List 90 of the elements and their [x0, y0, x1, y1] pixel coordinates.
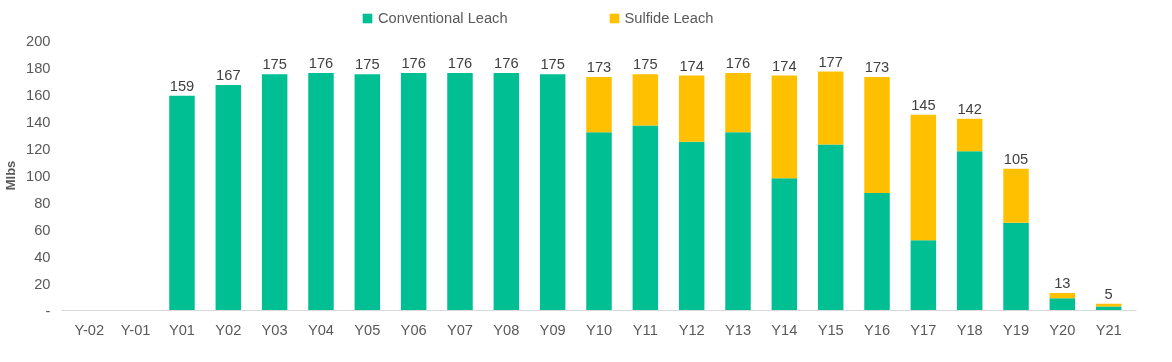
- y-tick-label: 40: [34, 248, 51, 265]
- bar: [1003, 222, 1029, 311]
- total-label: 142: [957, 100, 982, 117]
- bar: [725, 132, 751, 311]
- x-tick-label: Y05: [354, 321, 381, 338]
- x-tick-label: Y21: [1095, 321, 1122, 338]
- bar: [956, 118, 983, 152]
- bar: [586, 76, 612, 133]
- total-label: 176: [447, 54, 473, 71]
- x-tick-label: Y04: [307, 321, 335, 338]
- x-tick-label: Y15: [817, 321, 844, 338]
- x-tick-label: Y-01: [120, 321, 151, 338]
- y-tick-label: 160: [26, 86, 51, 103]
- x-tick-label: Y01: [168, 321, 196, 338]
- y-tick-label: 180: [26, 59, 51, 76]
- bar: [864, 193, 890, 311]
- bar: [632, 125, 659, 311]
- x-tick-label: Y20: [1049, 321, 1076, 338]
- legend-label: Conventional Leach: [378, 10, 508, 26]
- x-tick-label: Y13: [724, 321, 752, 338]
- total-label: 176: [494, 54, 519, 71]
- y-tick-label: -: [45, 302, 51, 319]
- bar: [956, 151, 983, 311]
- y-axis-title: Mlbs: [3, 160, 19, 191]
- bar: [725, 72, 751, 133]
- x-tick-label: Y18: [956, 321, 983, 338]
- x-tick-label: Y10: [585, 321, 613, 338]
- bar: [308, 72, 334, 311]
- bar: [493, 72, 520, 311]
- bar: [864, 76, 890, 194]
- x-tick-label: Y14: [771, 321, 798, 338]
- x-tick-label: Y16: [863, 321, 891, 338]
- bar: [1049, 298, 1076, 311]
- y-tick-label: 200: [26, 32, 51, 49]
- x-tick-label: Y12: [678, 321, 705, 338]
- y-tick-label: 140: [26, 113, 51, 130]
- total-label: 176: [401, 54, 426, 71]
- total-label: 13: [1054, 274, 1071, 291]
- y-tick-label: 100: [26, 167, 51, 184]
- bar: [354, 74, 381, 311]
- total-label: 174: [772, 57, 797, 74]
- bar: [678, 141, 705, 311]
- total-label: 175: [262, 56, 287, 73]
- legend-label: Sulfide Leach: [624, 10, 714, 26]
- total-label: 175: [633, 56, 658, 73]
- bar: [261, 74, 288, 311]
- bar: [1095, 306, 1122, 311]
- bar: [632, 74, 659, 126]
- total-label: 175: [355, 56, 380, 73]
- bar: [910, 240, 937, 311]
- x-tick-label: Y03: [261, 321, 288, 338]
- bar: [1049, 292, 1076, 299]
- bar: [1003, 168, 1029, 223]
- bar: [586, 132, 612, 311]
- bar: [678, 75, 705, 142]
- bar: [215, 85, 242, 311]
- x-tick-label: Y11: [632, 321, 658, 338]
- total-label: 105: [1003, 150, 1029, 167]
- total-label: 173: [586, 58, 612, 75]
- y-tick-label: 60: [34, 221, 51, 238]
- x-tick-label: Y08: [493, 321, 520, 338]
- bar: [771, 178, 798, 311]
- total-label: 167: [216, 67, 241, 84]
- x-tick-label: Y02: [215, 321, 242, 338]
- bar: [539, 74, 566, 311]
- total-label: 177: [818, 53, 843, 70]
- x-tick-label: Y09: [539, 321, 566, 338]
- y-tick-label: 120: [26, 140, 51, 157]
- x-tick-label: Y17: [910, 321, 937, 338]
- total-label: 173: [864, 58, 890, 75]
- total-label: 145: [911, 96, 936, 113]
- total-label: 5: [1104, 285, 1113, 302]
- bar: [169, 95, 195, 311]
- total-label: 176: [308, 54, 334, 71]
- total-label: 174: [679, 57, 704, 74]
- total-label: 159: [169, 77, 195, 94]
- bar: [817, 71, 844, 145]
- x-tick-label: Y06: [400, 321, 427, 338]
- x-tick-label: Y07: [446, 321, 474, 338]
- x-tick-label: Y-02: [74, 321, 105, 338]
- bar: [910, 114, 937, 241]
- bar: [400, 72, 427, 311]
- total-label: 176: [725, 54, 751, 71]
- x-tick-label: Y19: [1002, 321, 1030, 338]
- bar: [817, 144, 844, 311]
- total-label: 175: [540, 56, 565, 73]
- y-tick-label: 20: [34, 275, 51, 292]
- bar: [771, 75, 798, 179]
- bar: [447, 72, 473, 311]
- y-tick-label: 80: [34, 194, 51, 211]
